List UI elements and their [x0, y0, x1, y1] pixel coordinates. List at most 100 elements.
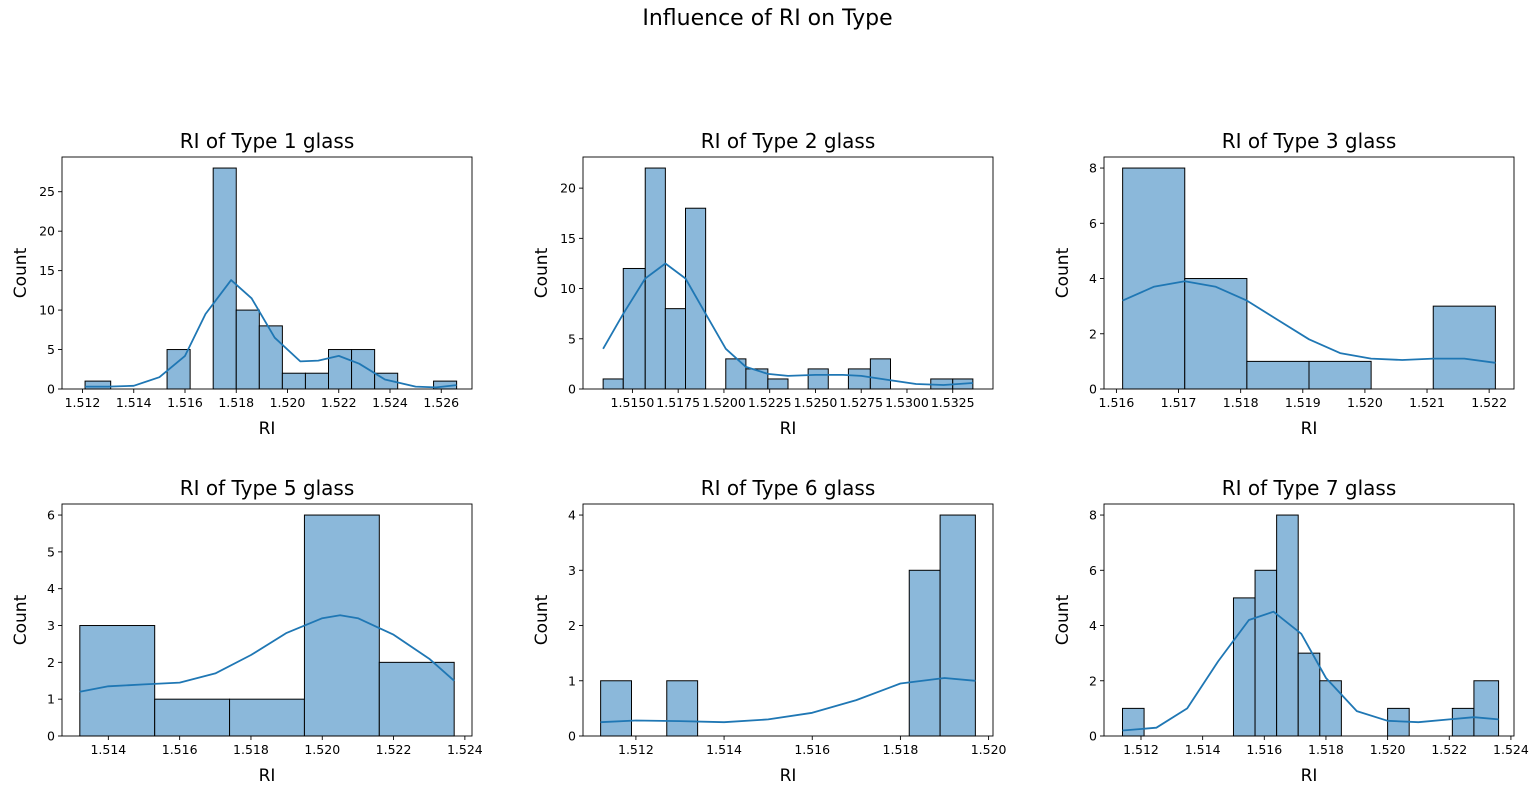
histogram-bar — [1122, 167, 1186, 390]
axes-frame — [582, 503, 994, 737]
x-tick-label: 1.5275 — [839, 395, 883, 410]
kde-line — [79, 614, 455, 693]
histogram-bar — [79, 625, 156, 737]
subplot-title: RI of Type 7 glass — [1222, 476, 1397, 500]
y-tick-label: 0 — [1089, 729, 1097, 744]
histogram-bar — [869, 358, 892, 390]
histogram-bar — [154, 698, 231, 737]
y-tick-label: 0 — [47, 729, 55, 744]
axes-frame — [582, 156, 994, 390]
axes-frame — [1103, 503, 1515, 737]
y-tick-label: 6 — [1089, 563, 1097, 578]
y-axis-label: Count — [11, 247, 31, 298]
x-tick-label: 1.514 — [116, 395, 152, 410]
histogram-bar — [1308, 360, 1372, 390]
histogram-bar — [685, 207, 707, 390]
y-axis-label: Count — [1053, 594, 1073, 645]
y-axis-label: Count — [532, 594, 552, 645]
histogram-bar — [600, 680, 632, 737]
y-axis-label: Count — [1053, 247, 1073, 298]
histogram-bar — [664, 308, 687, 390]
histogram-bar — [1254, 569, 1278, 737]
x-tick-label: 1.524 — [372, 395, 408, 410]
x-axis-label: RI — [259, 766, 276, 786]
subplot-1: 1.512 1.514 1.516 1.518 1.520 1.522 1.524 1.526… — [11, 129, 473, 439]
y-tick-label: 4 — [568, 508, 576, 523]
histogram-bar — [767, 378, 789, 390]
x-axis-label: RI — [1301, 766, 1318, 786]
histogram-bar — [939, 514, 976, 737]
y-tick-label: 10 — [560, 281, 576, 296]
x-axis-label: RI — [259, 419, 276, 439]
subplot-3: 1.516 1.517 1.518 1.519 1.520 1.521 1.522 0 2 4 6 8… — [1053, 129, 1515, 439]
x-tick-label: 1.522 — [1471, 395, 1507, 410]
subplot-4: 1.514 1.516 1.518 1.520 1.522 1.524 0 1 2 3 4 5 6 RI … — [11, 476, 483, 786]
histogram-bar — [303, 514, 380, 737]
axes-frame — [61, 156, 473, 390]
y-tick-label: 6 — [47, 508, 55, 523]
subplot-title: RI of Type 3 glass — [1222, 129, 1397, 153]
x-tick-label: 1.516 — [794, 742, 830, 757]
histogram-bar — [908, 569, 941, 737]
x-tick-label: 1.5300 — [885, 395, 929, 410]
y-tick-label: 20 — [560, 181, 576, 196]
y-axis-label: Count — [11, 594, 31, 645]
x-tick-label: 1.5225 — [748, 395, 792, 410]
y-tick-label: 1 — [568, 673, 576, 688]
histogram-bar — [847, 368, 871, 390]
x-tick-label: 1.520 — [304, 742, 340, 757]
histogram-bar — [1121, 707, 1145, 737]
x-tick-label: 1.512 — [1123, 742, 1159, 757]
x-tick-label: 1.516 — [1246, 742, 1282, 757]
x-tick-label: 1.522 — [1431, 742, 1467, 757]
histogram-bar — [1451, 707, 1475, 737]
kde-line — [602, 262, 973, 386]
y-tick-label: 0 — [568, 382, 576, 397]
x-tick-label: 1.5175 — [656, 395, 700, 410]
histogram-bar — [304, 372, 329, 390]
x-tick-label: 1.516 — [167, 395, 203, 410]
histogram-bar — [1246, 360, 1310, 390]
histogram-bar — [235, 309, 260, 390]
x-tick-label: 1.518 — [233, 742, 269, 757]
x-tick-label: 1.516 — [1099, 395, 1135, 410]
histogram-bar — [1276, 514, 1299, 737]
subplot-title: RI of Type 5 glass — [180, 476, 355, 500]
histogram-bar — [84, 380, 112, 390]
x-tick-label: 1.518 — [883, 742, 919, 757]
subplot-title: RI of Type 2 glass — [701, 129, 876, 153]
axes-frame — [1103, 156, 1515, 390]
histogram-bar — [1473, 680, 1500, 737]
histogram-bar — [666, 680, 699, 737]
y-tick-label: 2 — [1089, 326, 1097, 341]
x-tick-label: 1.526 — [423, 395, 459, 410]
histogram-bar — [1432, 305, 1496, 390]
y-tick-label: 0 — [568, 729, 576, 744]
x-tick-label: 1.5200 — [702, 395, 746, 410]
x-axis-label: RI — [780, 419, 797, 439]
x-tick-label: 1.520 — [1347, 395, 1383, 410]
x-tick-label: 1.520 — [971, 742, 1007, 757]
x-tick-label: 1.5250 — [794, 395, 838, 410]
kde-line — [1122, 280, 1496, 364]
x-tick-label: 1.514 — [90, 742, 126, 757]
x-tick-label: 1.524 — [447, 742, 483, 757]
y-tick-label: 6 — [1089, 216, 1097, 231]
histogram-bar — [1184, 278, 1248, 390]
x-tick-label: 1.518 — [1308, 742, 1344, 757]
histogram-bar — [644, 167, 666, 390]
x-tick-label: 1.522 — [321, 395, 357, 410]
subplot-title: RI of Type 1 glass — [180, 129, 355, 153]
y-tick-label: 10 — [39, 303, 55, 318]
x-tick-label: 1.512 — [618, 742, 654, 757]
histogram-bar — [351, 349, 376, 390]
kde-line — [85, 279, 457, 389]
y-tick-label: 2 — [1089, 673, 1097, 688]
y-tick-label: 3 — [47, 618, 55, 633]
x-tick-label: 1.514 — [706, 742, 742, 757]
y-tick-label: 2 — [47, 655, 55, 670]
histogram-bar — [1319, 680, 1342, 737]
x-tick-label: 1.517 — [1161, 395, 1197, 410]
histogram-bar — [212, 167, 237, 390]
